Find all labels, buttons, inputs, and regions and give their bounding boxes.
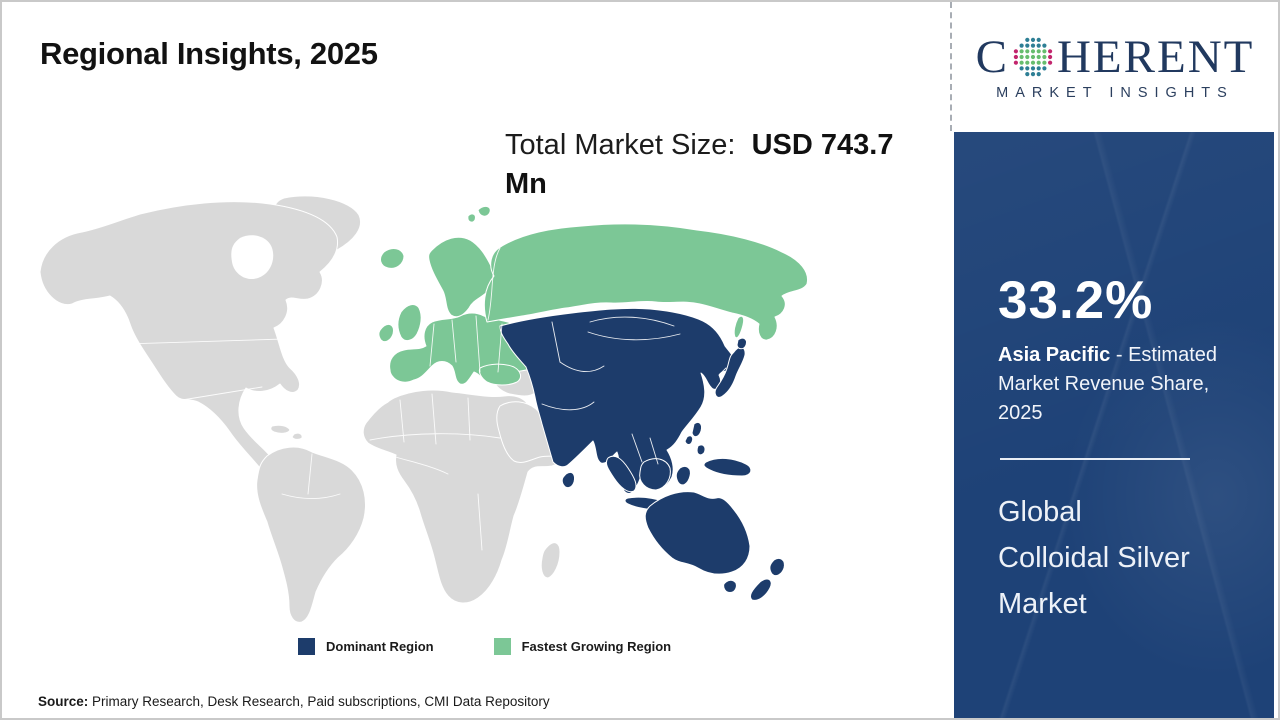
fastest-growing-region-swatch — [493, 638, 511, 655]
globe-icon — [1010, 34, 1056, 80]
legend-item-fastest: Fastest Growing Region — [493, 638, 672, 655]
world-map — [32, 194, 832, 634]
market-share-text: - Estimated Market Revenue Share, 2025 — [998, 344, 1217, 424]
brand-logo: C HERENT MARKET INSIGHTS — [954, 2, 1276, 132]
dominant-region-label: Dominant Region — [326, 639, 434, 654]
brand-letter-c: C — [975, 30, 1009, 83]
market-name: Global Colloidal Silver Market — [998, 496, 1190, 620]
total-market-size-value — [744, 129, 752, 161]
total-market-size-label: Total Market Size: — [505, 129, 736, 161]
source-note: Source: Primary Research, Desk Research,… — [38, 694, 550, 709]
total-market-size: Total Market Size: USD 743.7 Mn — [505, 129, 894, 201]
source-text: Primary Research, Desk Research, Paid su… — [88, 694, 550, 709]
fastest-growing-region-label: Fastest Growing Region — [521, 639, 672, 654]
market-share-region: Asia Pacific — [998, 344, 1111, 366]
logo-divider — [950, 2, 952, 131]
brand-letters-rest: HERENT — [1056, 30, 1255, 83]
page-title: Regional Insights, 2025 — [40, 36, 378, 71]
legend-item-dominant: Dominant Region — [298, 638, 434, 655]
brand-wordmark: C HERENT — [975, 30, 1255, 83]
map-legend: Dominant Region Fastest Growing Region — [298, 638, 671, 655]
map-country-borders — [123, 247, 727, 551]
source-label: Source: — [38, 694, 89, 709]
map-region-rest-of-world — [39, 195, 569, 623]
dominant-region-swatch — [298, 638, 315, 655]
market-share-description: Asia Pacific - Estimated Market Revenue … — [998, 341, 1234, 428]
market-share-value: 33.2% — [998, 271, 1154, 330]
sidebar-divider — [1000, 458, 1190, 460]
brand-subtitle: MARKET INSIGHTS — [996, 84, 1234, 101]
sidebar-panel: 33.2% Asia Pacific - Estimated Market Re… — [954, 132, 1274, 718]
